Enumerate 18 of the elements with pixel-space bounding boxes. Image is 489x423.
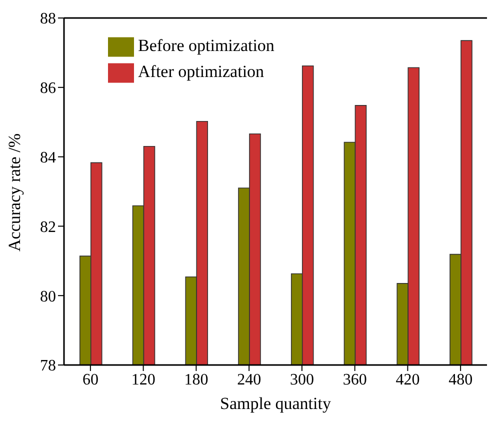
x-tick-label: 180 [184, 371, 208, 388]
x-tick-label: 360 [342, 371, 367, 388]
x-tick-label: 240 [237, 371, 262, 388]
x-tick-label: 420 [396, 371, 420, 388]
legend-label: After optimization [138, 62, 264, 81]
x-axis-title: Sample quantity [220, 394, 332, 413]
y-tick-label: 84 [40, 149, 56, 166]
y-axis-title: Accuracy rate /% [5, 134, 24, 252]
y-tick-label: 78 [40, 358, 56, 375]
y-tick-label: 82 [40, 218, 56, 236]
x-tick-label: 300 [290, 371, 314, 388]
y-tick-label: 80 [40, 288, 56, 306]
x-tick-label: 60 [82, 371, 98, 388]
y-tick-label: 86 [40, 80, 56, 98]
y-tick-label: 88 [40, 10, 56, 28]
x-tick-label: 120 [131, 371, 156, 388]
x-tick-label: 480 [448, 371, 473, 388]
legend-label: Before optimization [138, 36, 274, 55]
